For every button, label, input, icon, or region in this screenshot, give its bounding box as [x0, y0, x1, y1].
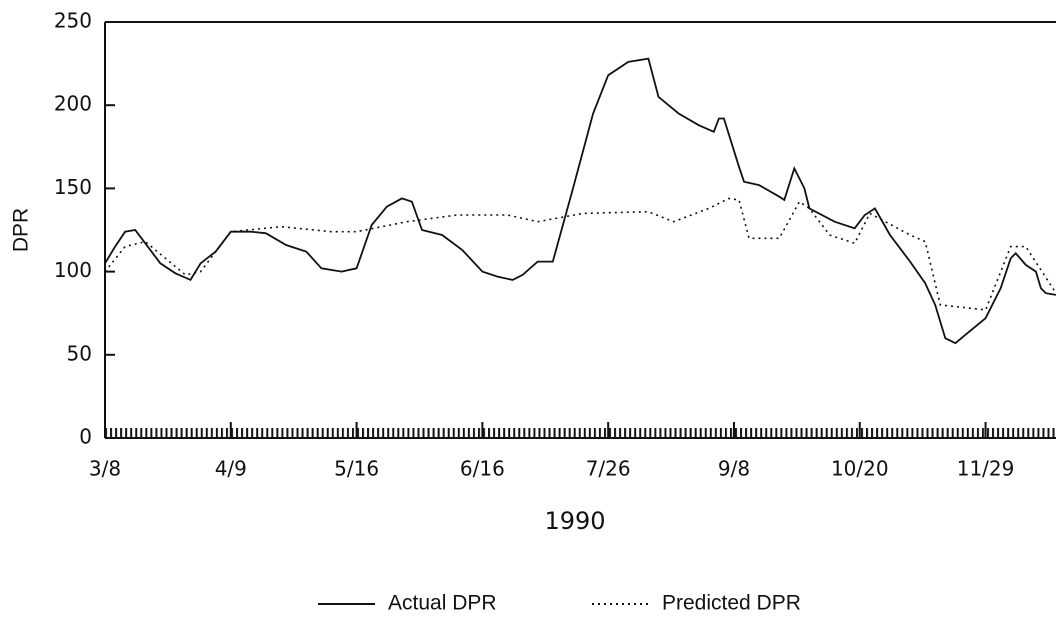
- x-tick-label: 10/20: [831, 457, 889, 481]
- x-tick-label: 9/8: [718, 457, 750, 481]
- x-tick-label: 5/16: [334, 457, 379, 481]
- x-tick-label: 4/9: [215, 457, 247, 481]
- y-tick-label: 100: [54, 258, 92, 282]
- legend: Actual DPR Predicted DPR: [318, 592, 801, 615]
- y-tick-label: 0: [79, 425, 92, 449]
- y-tick-label: 50: [67, 341, 92, 365]
- x-axis-label: 1990: [544, 507, 605, 535]
- y-tick-label: 200: [54, 92, 92, 116]
- x-tick-label: 11/29: [957, 457, 1015, 481]
- x-tick-label: 3/8: [89, 457, 121, 481]
- y-tick-label: 150: [54, 175, 92, 199]
- x-tick-label: 7/26: [586, 457, 631, 481]
- series-line: [104, 197, 1056, 311]
- y-axis-label: DPR: [10, 208, 33, 252]
- x-tick-label: 6/16: [460, 457, 505, 481]
- y-tick-label: 250: [54, 9, 92, 33]
- series-line: [104, 57, 1056, 345]
- legend-label: Predicted DPR: [662, 592, 801, 615]
- minor-ticks: [106, 428, 1056, 438]
- legend-label: Actual DPR: [388, 592, 497, 615]
